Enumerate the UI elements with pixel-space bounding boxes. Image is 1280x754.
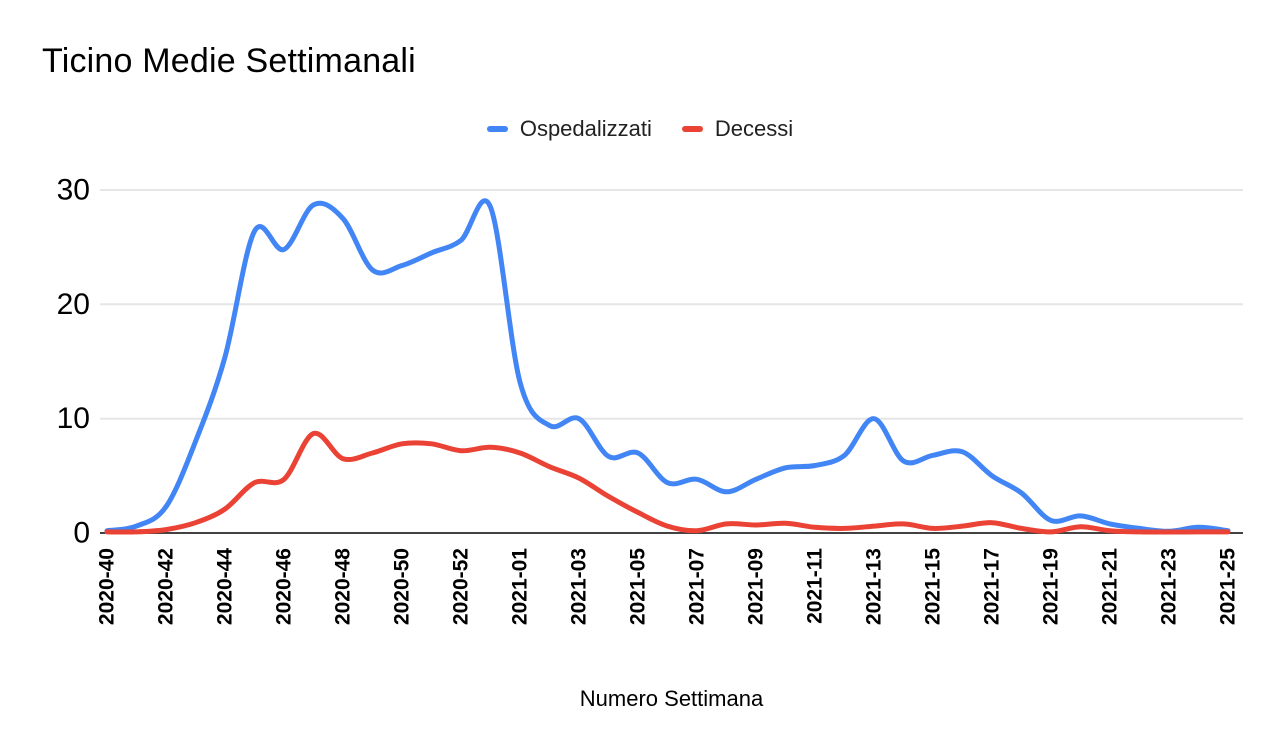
x-tick-label-2021-21: 2021-21 — [1099, 548, 1122, 625]
series-line-decessi — [104, 430, 1231, 535]
y-tick-label-10: 10 — [57, 402, 90, 435]
series-line-ospedalizzati — [104, 198, 1231, 534]
y-tick-label-0: 0 — [73, 517, 90, 550]
legend-item-decessi: Decessi — [681, 116, 794, 142]
x-tick-label-2020-48: 2020-48 — [332, 548, 355, 625]
x-tick-label-2020-42: 2020-42 — [155, 548, 178, 625]
x-tick-label-2021-09: 2021-09 — [745, 548, 768, 625]
x-tick-label-2021-19: 2021-19 — [1040, 548, 1063, 625]
x-tick-label-2021-07: 2021-07 — [686, 548, 709, 625]
x-tick-label-2020-40: 2020-40 — [96, 548, 119, 625]
x-tick-label-2020-52: 2020-52 — [450, 548, 473, 625]
x-tick-label-2021-17: 2021-17 — [981, 548, 1004, 625]
y-tick-label-30: 30 — [57, 174, 90, 207]
legend-swatch-red-icon — [681, 126, 703, 132]
x-tick-label-2021-13: 2021-13 — [863, 548, 886, 625]
legend-label-decessi: Decessi — [714, 116, 794, 141]
legend-swatch-blue-icon — [486, 126, 508, 132]
chart-legend: Ospedalizzati Decessi — [0, 116, 1280, 142]
x-axis-title: Numero Settimana — [579, 686, 764, 711]
x-tick-label-2021-15: 2021-15 — [922, 548, 945, 625]
x-tick-label-2020-44: 2020-44 — [214, 548, 237, 625]
x-tick-label-2021-03: 2021-03 — [568, 548, 591, 625]
legend-item-ospedalizzati: Ospedalizzati — [486, 116, 652, 142]
x-tick-label-2020-46: 2020-46 — [273, 548, 296, 625]
x-tick-label-2021-25: 2021-25 — [1217, 548, 1240, 625]
legend-label-ospedalizzati: Ospedalizzati — [519, 116, 652, 141]
x-tick-label-2020-50: 2020-50 — [391, 548, 414, 625]
y-tick-label-20: 20 — [57, 288, 90, 321]
x-tick-label-2021-11: 2021-11 — [804, 548, 827, 624]
x-tick-label-2021-05: 2021-05 — [627, 548, 650, 625]
x-tick-label-2021-01: 2021-01 — [509, 548, 532, 625]
chart-title: Ticino Medie Settimanali — [42, 42, 416, 80]
x-tick-label-2021-23: 2021-23 — [1158, 548, 1181, 625]
